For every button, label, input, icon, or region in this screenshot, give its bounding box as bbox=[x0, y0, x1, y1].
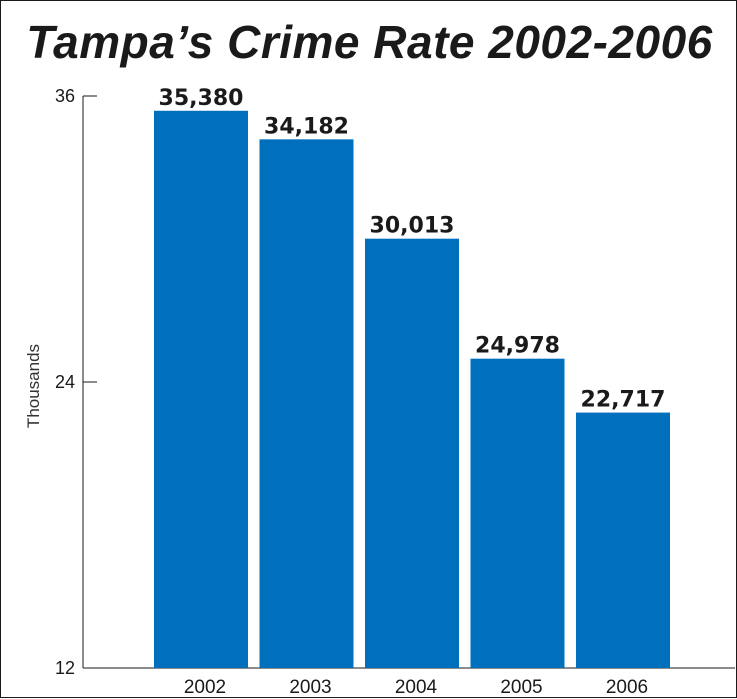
category-label-2005: 2005 bbox=[500, 677, 542, 698]
y-tick-label: 36 bbox=[55, 86, 75, 106]
bars: 35,380 2002 34,182 2003 30,013 2004 24,978 2005… bbox=[154, 86, 670, 698]
y-ticks: 12 24 36 bbox=[55, 86, 97, 678]
y-tick-label: 12 bbox=[55, 658, 75, 678]
value-label-2004: 30,013 bbox=[370, 214, 455, 239]
value-label-2003: 34,182 bbox=[264, 114, 349, 139]
category-label-2006: 2006 bbox=[606, 677, 648, 698]
value-label-2006: 22,717 bbox=[581, 388, 666, 413]
value-label-2002: 35,380 bbox=[159, 86, 244, 111]
bar-2004 bbox=[365, 238, 459, 668]
bar-2006 bbox=[576, 412, 670, 668]
bar-2003 bbox=[259, 139, 354, 669]
category-label-2003: 2003 bbox=[289, 677, 331, 698]
chart-title: Tampa’s Crime Rate 2002-2006 bbox=[26, 16, 713, 68]
y-axis-label: Thousands bbox=[24, 344, 43, 428]
bar-2005 bbox=[470, 358, 565, 668]
category-label-2004: 2004 bbox=[395, 677, 438, 698]
category-label-2002: 2002 bbox=[184, 677, 226, 698]
y-tick-label: 24 bbox=[55, 372, 75, 392]
bar-2002 bbox=[154, 110, 248, 668]
value-label-2005: 24,978 bbox=[475, 334, 560, 359]
